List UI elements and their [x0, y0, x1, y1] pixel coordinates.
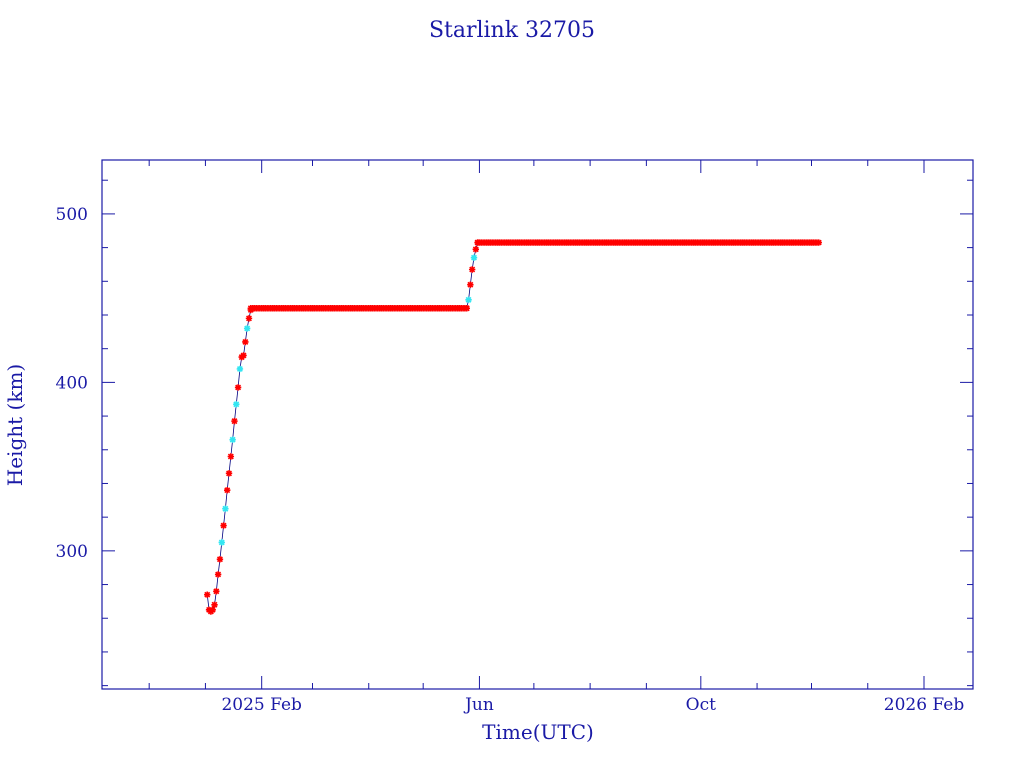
data-point [465, 296, 472, 304]
data-point [242, 338, 249, 346]
y-axis-label: Height (km) [3, 364, 27, 486]
x-tick-label: 2025 Feb [221, 695, 302, 715]
data-point [214, 571, 222, 578]
data-point [231, 417, 238, 425]
y-tick-label: 400 [56, 373, 88, 393]
data-point [463, 305, 470, 312]
chart-title: Starlink 32705 [429, 18, 595, 43]
data-point [229, 436, 236, 443]
x-tick-labels: 2025 Feb Jun Oct 2026 Feb [221, 695, 964, 715]
y-tick-label: 300 [56, 542, 88, 562]
data-point [222, 505, 229, 512]
data-point [815, 239, 822, 246]
data-point [247, 306, 254, 314]
data-point [470, 254, 478, 261]
data-point [204, 591, 211, 598]
data-point [474, 239, 481, 246]
data-point [220, 522, 227, 529]
series-line [206, 242, 479, 613]
data-point [225, 470, 233, 477]
data-point [467, 281, 474, 288]
data-point [240, 352, 247, 359]
series-height [204, 239, 822, 615]
x-axis-label: Time(UTC) [482, 720, 594, 744]
data-point [218, 539, 225, 546]
x-tick-label: Oct [686, 695, 716, 715]
data-point [233, 401, 240, 408]
data-point [245, 315, 253, 322]
data-point [243, 325, 251, 332]
data-point [211, 601, 218, 608]
data-point [234, 384, 242, 391]
data-point [472, 246, 480, 253]
axis-ticks [102, 160, 973, 689]
data-point [224, 487, 231, 494]
data-point [209, 606, 216, 614]
data-point [236, 365, 244, 373]
y-tick-labels: 300 400 500 [56, 205, 88, 562]
plot-frame [101, 159, 974, 690]
data-point [213, 588, 220, 595]
x-tick-label: Jun [463, 695, 494, 715]
data-point [227, 453, 235, 460]
data-point [468, 266, 476, 273]
data-point [216, 556, 224, 563]
x-tick-label: 2026 Feb [884, 695, 965, 715]
y-tick-label: 500 [56, 205, 88, 225]
